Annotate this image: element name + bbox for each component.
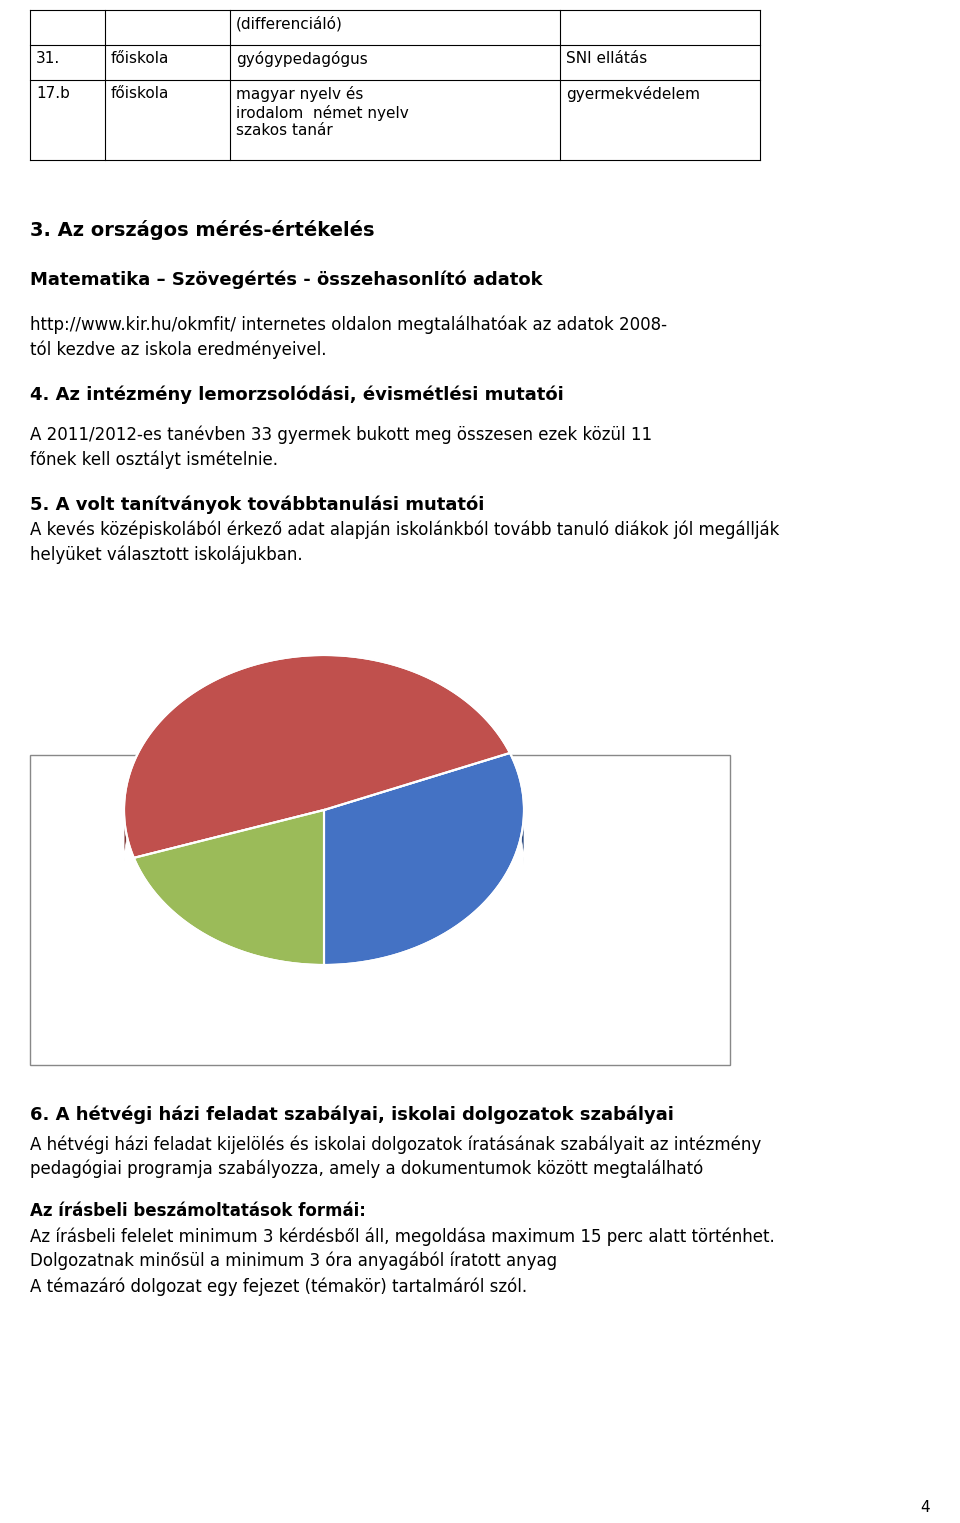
Text: főnek kell osztályt ismételnie.: főnek kell osztályt ismételnie. — [30, 449, 278, 469]
Text: 31.: 31. — [36, 50, 60, 65]
Polygon shape — [510, 752, 524, 865]
Text: Az írásbeli felelet minimum 3 kérdésből áll, megoldása maximum 15 perc alatt tör: Az írásbeli felelet minimum 3 kérdésből … — [30, 1228, 775, 1246]
Text: Az írásbeli beszámoltatások formái:: Az írásbeli beszámoltatások formái: — [30, 1202, 366, 1220]
Text: 3. Az országos mérés-értékelés: 3. Az országos mérés-értékelés — [30, 219, 374, 241]
Text: Matematika – Szövegértés - összehasonlító adatok: Matematika – Szövegértés - összehasonlít… — [30, 270, 542, 288]
Text: magyar nyelv és
irodalom  német nyelv
szakos tanár: magyar nyelv és irodalom német nyelv sza… — [236, 85, 409, 139]
Text: 4: 4 — [921, 1500, 930, 1515]
Text: főiskola: főiskola — [111, 50, 169, 65]
Text: A 2011/2012-es tanévben 33 gyermek bukott meg összesen ezek közül 11: A 2011/2012-es tanévben 33 gyermek bukot… — [30, 425, 652, 443]
Text: SNI ellátás: SNI ellátás — [566, 50, 647, 65]
Text: http://www.kir.hu/okmfit/ internetes oldalon megtalálhatóak az adatok 2008-: http://www.kir.hu/okmfit/ internetes old… — [30, 315, 667, 334]
Polygon shape — [124, 655, 510, 857]
Text: főiskola: főiskola — [111, 85, 169, 101]
Text: szakközépis
kola
49%: szakközépis kola 49% — [199, 900, 290, 950]
Text: 4. Az intézmény lemorzsolódási, évismétlési mutatói: 4. Az intézmény lemorzsolódási, évismétl… — [30, 385, 564, 404]
Text: Dolgozatnak minősül a minimum 3 óra anyagából íratott anyag: Dolgozatnak minősül a minimum 3 óra anya… — [30, 1252, 557, 1270]
Text: A kevés középiskolából érkező adat alapján iskolánkból tovább tanuló diákok jól : A kevés középiskolából érkező adat alapj… — [30, 519, 780, 539]
Text: gimnázium
20%: gimnázium 20% — [161, 784, 247, 818]
Text: helyüket választott iskolájukban.: helyüket választott iskolájukban. — [30, 545, 302, 564]
Text: szakiskola
31%: szakiskola 31% — [320, 760, 398, 792]
Bar — [30, 755, 730, 1065]
Polygon shape — [324, 752, 524, 966]
Text: tól kezdve az iskola eredményeivel.: tól kezdve az iskola eredményeivel. — [30, 340, 326, 358]
Text: 5. A volt tanítványok továbbtanulási mutatói: 5. A volt tanítványok továbbtanulási mut… — [30, 495, 485, 513]
Polygon shape — [124, 655, 510, 860]
Text: A hétvégi házi feladat kijelölés és iskolai dolgozatok íratásának szabályait az : A hétvégi házi feladat kijelölés és isko… — [30, 1135, 761, 1153]
Text: 17.b: 17.b — [36, 85, 70, 101]
Text: pedagógiai programja szabályozza, amely a dokumentumok között megtalálható: pedagógiai programja szabályozza, amely … — [30, 1161, 704, 1179]
Text: A témazáró dolgozat egy fejezet (témakör) tartalmáról szól.: A témazáró dolgozat egy fejezet (témakör… — [30, 1276, 527, 1296]
Text: 6. A hétvégi házi feladat szabályai, iskolai dolgozatok szabályai: 6. A hétvégi házi feladat szabályai, isk… — [30, 1106, 674, 1124]
Polygon shape — [133, 810, 324, 966]
Text: (differenciáló): (differenciáló) — [236, 17, 343, 32]
Text: gyermekvédelem: gyermekvédelem — [566, 85, 700, 102]
Text: gyógypedagógus: gyógypedagógus — [236, 50, 368, 67]
